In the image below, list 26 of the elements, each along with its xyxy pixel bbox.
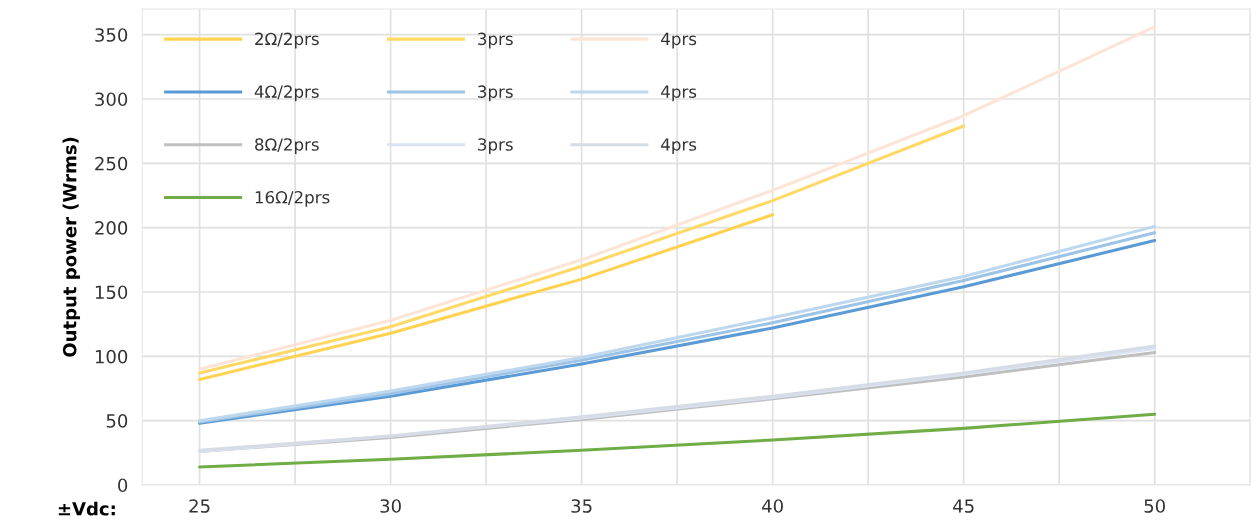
x-tick-label: 45 bbox=[953, 499, 974, 513]
legend-label: 3prs bbox=[478, 138, 513, 154]
y-tick-label: 100 bbox=[95, 349, 128, 364]
legend-label: 4prs bbox=[661, 85, 697, 102]
legend-label: 4prs bbox=[661, 138, 697, 154]
legend-label: 8Ω/2prs bbox=[255, 138, 319, 154]
legend-label: 4Ω/2prs bbox=[254, 85, 319, 102]
y-tick-label: 200 bbox=[95, 221, 128, 235]
x-tick-label: 30 bbox=[380, 499, 401, 513]
x-axis-title: ±Vdc: bbox=[58, 501, 115, 516]
y-tick-label: 150 bbox=[95, 285, 128, 300]
y-tick-label: 50 bbox=[106, 414, 128, 428]
legend-label: 3prs bbox=[478, 85, 513, 102]
y-tick-label: 350 bbox=[95, 28, 128, 42]
y-tick-label: 250 bbox=[95, 156, 128, 171]
x-tick-label: 25 bbox=[189, 499, 210, 513]
y-axis-title: Output power (Wrms) bbox=[62, 137, 81, 357]
x-tick-label: 40 bbox=[762, 499, 783, 513]
x-tick-label: 35 bbox=[571, 499, 592, 513]
legend-label: 4prs bbox=[661, 32, 697, 49]
y-tick-label: 300 bbox=[95, 92, 128, 107]
legend-label: 3prs bbox=[478, 32, 513, 49]
legend-label: 2Ω/2prs bbox=[255, 32, 319, 49]
y-tick-label: 0 bbox=[118, 478, 128, 493]
legend-label: 16Ω/2prs bbox=[255, 190, 330, 207]
x-tick-label: 50 bbox=[1144, 499, 1165, 513]
